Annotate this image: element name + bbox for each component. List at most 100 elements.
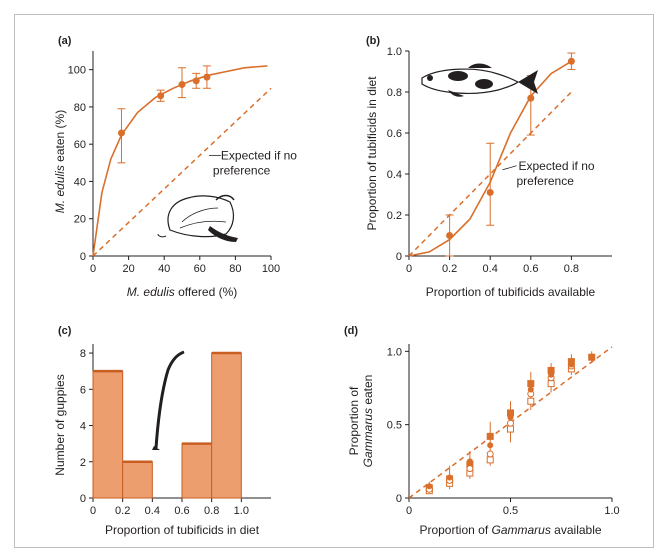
panel-d-x-tick-label: 1.0 [604,505,619,517]
panel-c-x-tick-label: 0.2 [115,505,130,517]
panel-d-x-tick-label: 0 [406,505,412,517]
panel-b-y-tick-label: 0 [396,251,402,263]
panel-a-fit-curve [92,65,268,257]
panel-a-point [157,92,165,100]
panel-d-marker-open-square [507,425,514,433]
panel-a-point [178,81,186,89]
panel-d-marker-filled-square [527,380,535,388]
panel-b-x-tick-label: 0.8 [564,263,579,275]
panel-c-bar [181,443,213,499]
panel-c-y-tick-label: 0 [80,493,86,505]
panel-d-x-tick-label: 0.5 [503,505,518,517]
panel-b-label: (b) [366,35,380,47]
panel-c-y-tick-label: 4 [80,421,86,433]
panel-a-annotation: Expected if no [221,148,297,162]
panel-a-y-axis-label: M. edulis eaten (%) [53,110,67,213]
worm-drawing [152,350,187,450]
panel-b-annotation: Expected if no [519,159,595,173]
panel-a-x-tick-label: 40 [158,263,170,275]
panel-a-x-tick-label: 100 [262,263,280,275]
panel-a-y-tick-label: 80 [74,102,86,114]
panel-c-x-tick-label: 0.4 [145,505,160,517]
panel-d-y-axis-label-line2: Gammarus eaten [361,375,375,468]
panel-c-bar [211,352,242,499]
panel-b-x-tick-label: 0 [406,263,412,275]
panel-d-y-tick-label: 1.0 [387,346,402,358]
panel-b-y-tick-label: 1.0 [387,46,402,58]
panel-d-x-axis-label: Proportion of Gammarus available [419,523,601,537]
panel-b-annotation-leader [502,165,517,171]
panel-b-y-tick-label: 0.4 [387,169,402,181]
panel-a-expected-line [92,87,272,257]
panel-d-marker-filled-circle [466,458,473,465]
panel-a-x-tick-label: 60 [194,263,206,275]
panel-b-point [486,188,494,196]
panel-b-point [567,57,575,65]
panel-a-label: (a) [58,35,72,47]
panel-b-annotation: preference [517,174,575,188]
panel-c-x-axis-label: Proportion of tubificids in diet [105,523,260,537]
panel-b-point [446,232,454,239]
panel-c-y-tick-label: 8 [80,348,86,360]
panel-a-y-tick-label: 40 [74,176,86,188]
panel-d-marker-filled-circle [527,386,534,393]
panel-d-label: (d) [344,325,358,337]
panel-a-y-tick-label: 100 [68,65,86,77]
panel-a-y-tick-label: 0 [80,251,86,263]
panel-b-x-tick-label: 0.2 [442,263,457,275]
fish-drawing [421,63,538,97]
panel-b-x-axis-label: Proportion of tubificids available [426,285,596,299]
panel-b-x-tick-label: 0.6 [523,263,538,275]
panel-a: (a) 0 20 40 60 80 100 0 20 40 60 80 100 M. edulis off… [53,35,297,299]
panel-a-point [203,73,211,81]
panel-c: (c) 0 0.2 0.4 0.6 0.8 1.0 0 2 4 6 8 Proportion of tu… [53,325,271,537]
panel-d-marker-open-square [527,397,535,405]
panel-d-marker-filled-circle [446,474,453,481]
panel-d-y-tick-label: 0 [396,493,402,505]
panel-d-marker-open-square [547,380,555,388]
panel-d-marker-filled-square [547,366,555,374]
panel-c-y-tick-label: 2 [80,457,86,469]
panel-c-label: (c) [58,325,72,337]
panel-c-x-tick-label: 0.8 [204,505,219,517]
panel-a-point [117,129,125,137]
panel-d-marker-open-circle [486,450,494,458]
mussel-drawing [157,194,238,242]
panel-c-bar [92,370,124,499]
panel-c-y-tick-label: 6 [80,384,86,396]
panel-a-y-tick-label: 60 [74,139,86,151]
panel-d-marker-filled-circle [548,371,555,378]
panel-b-y-tick-label: 0.8 [387,87,402,99]
panel-a-annotation: preference [213,163,271,177]
panel-d-marker-filled-circle [568,361,575,368]
panel-b-y-axis-label: Proportion of tubificids in diet [365,76,379,231]
panel-d-marker-filled-square [588,353,596,361]
panel-d-y-tick-label: 0.5 [387,420,402,432]
panel-b-point [527,94,535,102]
panel-c-x-tick-label: 1.0 [234,505,249,517]
panel-a-x-tick-label: 20 [122,263,134,275]
panel-b-x-tick-label: 0.4 [483,263,498,275]
panel-d-marker-filled-square [486,432,494,440]
panel-b-y-tick-label: 0.2 [387,210,402,222]
panel-c-bar [122,461,153,499]
panel-b: (b) 0 0.2 0.4 0.6 0.8 0 0.2 0.4 0.6 0.8 1.0 Proporti… [365,35,612,299]
panel-c-y-axis-label: Number of guppies [53,374,67,475]
panel-d-marker-open-square [486,456,494,464]
panel-d-marker-open-circle [466,465,474,473]
panel-d-marker-filled-circle [487,442,494,449]
panel-a-y-tick-label: 20 [74,214,86,226]
panel-b-expected-line [408,91,572,257]
panel-a-x-axis-label: M. edulis offered (%) [127,285,238,299]
panel-d-marker-filled-circle [426,483,433,490]
panel-d-marker-filled-square [507,409,514,417]
panel-d-y-axis-label-line1: Proportion of [347,386,361,455]
panel-a-x-tick-label: 80 [229,263,241,275]
panel-a-point [192,77,200,85]
panel-c-x-tick-label: 0 [90,505,96,517]
panel-c-x-tick-label: 0.6 [174,505,189,517]
panel-d-marker-filled-circle [507,414,514,421]
